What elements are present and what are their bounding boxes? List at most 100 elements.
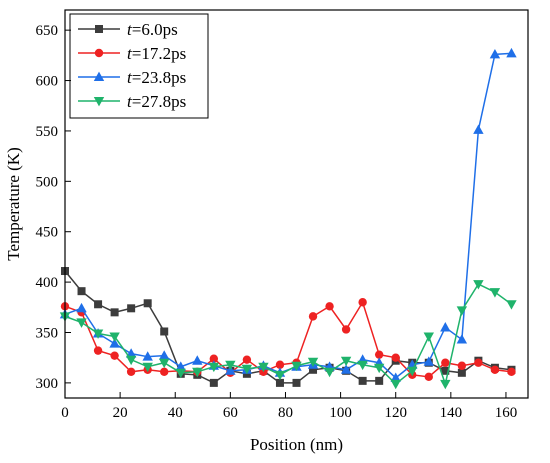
data-point [92, 329, 104, 339]
legend-marker [93, 97, 105, 107]
data-point [307, 357, 319, 368]
data-point [473, 280, 484, 290]
data-point [275, 360, 285, 369]
x-tick-label: 80 [278, 405, 293, 421]
legend-marker [94, 48, 104, 58]
data-point [506, 300, 517, 310]
data-point [208, 362, 220, 373]
data-point [209, 354, 219, 363]
data-point [441, 358, 450, 367]
data-point [308, 312, 318, 321]
legend-label-prefix: t [127, 44, 133, 63]
data-point [110, 351, 119, 360]
data-point [390, 379, 401, 390]
data-point [76, 302, 87, 313]
data-point [127, 304, 136, 313]
data-point [424, 372, 433, 382]
data-point [142, 351, 153, 361]
data-point [159, 350, 170, 360]
data-point [242, 355, 252, 364]
data-point [309, 365, 318, 374]
data-point [274, 370, 286, 381]
data-point [109, 338, 120, 348]
data-point [258, 362, 269, 373]
data-point [391, 353, 400, 362]
data-point [192, 355, 203, 365]
legend-label-value: =27.8ps [132, 92, 186, 111]
data-point [357, 360, 368, 371]
legend-label: t=17.2ps [127, 44, 186, 63]
legend-label-prefix: t [127, 20, 133, 39]
data-point [142, 362, 153, 373]
x-tick-label: 140 [440, 405, 463, 421]
data-point [160, 367, 169, 376]
y-tick-label: 500 [36, 174, 59, 190]
data-point [292, 378, 301, 387]
legend-label: t=23.8ps [127, 68, 186, 87]
y-tick-label: 600 [36, 74, 59, 90]
y-tick-label: 400 [36, 275, 59, 291]
x-tick-label: 20 [113, 405, 128, 421]
legend-item: t=27.8ps [78, 92, 186, 111]
series-line [64, 270, 512, 384]
legend-item: t=6.0ps [78, 20, 178, 39]
legend-label-prefix: t [127, 92, 133, 111]
x-tick-label: 60 [223, 405, 238, 421]
data-point [76, 318, 87, 328]
data-point [374, 350, 384, 359]
x-axis-title: Position (nm) [250, 435, 343, 454]
data-point [126, 367, 136, 376]
legend-item: t=23.8ps [78, 68, 186, 87]
data-point [423, 332, 434, 342]
legend-label: t=27.8ps [127, 92, 186, 111]
data-point [473, 124, 484, 134]
data-point [456, 334, 468, 344]
series-4 [59, 280, 517, 390]
y-tick-label: 450 [36, 225, 59, 241]
data-point [440, 379, 451, 390]
x-tick-label: 0 [61, 405, 69, 421]
data-point [440, 322, 451, 332]
data-point [456, 306, 468, 316]
x-tick-label: 40 [168, 405, 183, 421]
data-point [358, 298, 367, 307]
data-point [506, 47, 517, 58]
data-point [441, 366, 450, 375]
data-point [143, 299, 152, 308]
data-point [93, 346, 103, 355]
data-point [291, 361, 302, 372]
data-point [490, 365, 500, 374]
series-line [64, 300, 512, 378]
legend-label: t=6.0ps [127, 20, 178, 39]
axes: 0 20 40 60 80 100 120 140 160 300 350 400 450 500 550 6… [36, 23, 518, 421]
data-point [110, 308, 119, 317]
legend-marker [93, 71, 105, 81]
data-point [109, 332, 120, 342]
data-point [192, 367, 203, 378]
data-point [474, 358, 483, 367]
data-point [489, 288, 501, 298]
data-point [407, 366, 418, 377]
data-point [457, 361, 467, 370]
y-axis-title: Temperature (K) [4, 147, 23, 261]
series-line [64, 283, 512, 387]
data-point [325, 302, 334, 311]
data-point [225, 360, 236, 371]
data-point [341, 325, 351, 334]
data-point [77, 287, 86, 296]
legend-label-prefix: t [127, 68, 133, 87]
series-layer [59, 47, 517, 390]
y-tick-label: 550 [36, 124, 59, 140]
data-point [457, 368, 466, 377]
data-point [94, 300, 103, 309]
data-point [175, 368, 186, 379]
legend-marker [95, 25, 103, 33]
x-tick-label: 120 [384, 405, 407, 421]
data-point [390, 372, 401, 382]
legend-label-value: =17.2ps [132, 44, 186, 63]
legend-item: t=17.2ps [78, 44, 186, 63]
data-point [507, 367, 516, 376]
y-tick-label: 350 [36, 325, 59, 341]
